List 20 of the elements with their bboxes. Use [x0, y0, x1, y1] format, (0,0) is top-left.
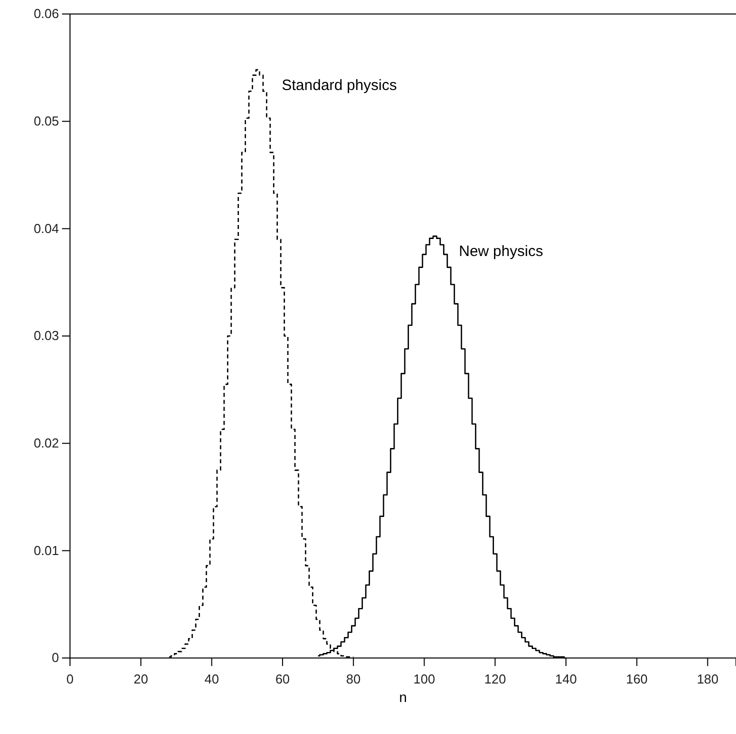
- x-tick-label: 120: [484, 671, 506, 686]
- x-axis-title: n: [399, 689, 407, 705]
- y-tick-label: 0.04: [34, 220, 59, 236]
- x-tick-label: 100: [413, 671, 436, 686]
- series-label: Standard physics: [282, 76, 397, 94]
- y-tick-label: 0.06: [34, 6, 59, 22]
- y-tick-label: 0.02: [34, 435, 59, 450]
- x-tick-label: 40: [204, 671, 219, 686]
- x-tick-label: 0: [66, 671, 74, 686]
- y-tick-label: 0.03: [34, 328, 59, 344]
- x-tick-label: 80: [346, 671, 361, 686]
- x-tick-label: 20: [134, 671, 148, 686]
- x-tick-label: 140: [555, 671, 577, 686]
- series-label: New physics: [458, 243, 544, 260]
- x-tick-label: 60: [275, 671, 290, 686]
- y-tick-label: 0: [52, 650, 59, 666]
- y-tick-label: 0.05: [34, 113, 59, 128]
- y-tick-label: 0.01: [34, 542, 59, 558]
- x-tick-label: 160: [626, 671, 648, 686]
- x-tick-label: 180: [696, 671, 719, 686]
